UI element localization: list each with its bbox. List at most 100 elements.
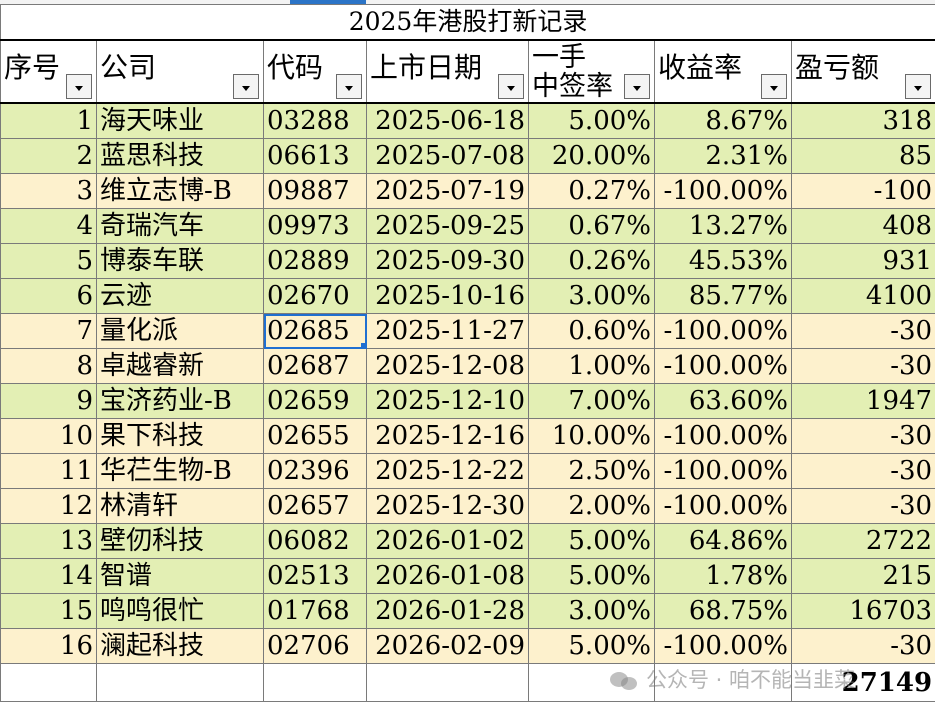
cell-date[interactable]: 2025-10-16 bbox=[366, 278, 529, 314]
cell-index[interactable]: 7 bbox=[0, 313, 97, 349]
empty-cell[interactable] bbox=[366, 663, 529, 702]
cell-pnl[interactable]: 2722 bbox=[790, 523, 935, 559]
cell-index[interactable]: 9 bbox=[0, 383, 97, 419]
cell-yield[interactable]: 64.86% bbox=[654, 523, 792, 559]
cell-yield[interactable]: 85.77% bbox=[654, 278, 792, 314]
sheet-title[interactable]: 2025年港股打新记录 bbox=[0, 4, 935, 41]
filter-dropdown-rate[interactable] bbox=[624, 74, 650, 99]
cell-index[interactable]: 13 bbox=[0, 523, 97, 559]
cell-code[interactable]: 03288 bbox=[263, 102, 367, 139]
cell-code[interactable]: 09973 bbox=[263, 208, 367, 244]
cell-code[interactable]: 02513 bbox=[263, 558, 367, 594]
cell-yield[interactable]: 45.53% bbox=[654, 243, 792, 279]
cell-index[interactable]: 10 bbox=[0, 418, 97, 454]
cell-date[interactable]: 2025-11-27 bbox=[366, 313, 529, 349]
cell-date[interactable]: 2026-01-02 bbox=[366, 523, 529, 559]
cell-company[interactable]: 云迹 bbox=[96, 278, 264, 314]
filter-dropdown-index[interactable] bbox=[66, 74, 92, 99]
cell-rate[interactable]: 0.26% bbox=[528, 243, 655, 279]
cell-pnl[interactable]: 4100 bbox=[790, 278, 935, 314]
cell-date[interactable]: 2025-12-16 bbox=[366, 418, 529, 454]
cell-index[interactable]: 4 bbox=[0, 208, 97, 244]
cell-index[interactable]: 3 bbox=[0, 173, 97, 209]
cell-code[interactable]: 02396 bbox=[263, 453, 367, 489]
cell-pnl[interactable]: 408 bbox=[790, 208, 935, 244]
cell-date[interactable]: 2025-07-19 bbox=[366, 173, 529, 209]
cell-yield[interactable]: -100.00% bbox=[654, 313, 792, 349]
fill-handle[interactable] bbox=[361, 343, 366, 348]
cell-pnl[interactable]: -30 bbox=[790, 488, 935, 524]
cell-rate[interactable]: 5.00% bbox=[528, 558, 655, 594]
cell-date[interactable]: 2025-12-30 bbox=[366, 488, 529, 524]
filter-dropdown-pnl[interactable] bbox=[905, 74, 932, 99]
cell-company[interactable]: 维立志博-B bbox=[96, 173, 264, 209]
cell-company[interactable]: 蓝思科技 bbox=[96, 138, 264, 174]
cell-code[interactable]: 02670 bbox=[263, 278, 367, 314]
cell-index[interactable]: 5 bbox=[0, 243, 97, 279]
cell-yield[interactable]: 8.67% bbox=[654, 102, 792, 139]
filter-dropdown-code[interactable] bbox=[336, 74, 362, 99]
cell-date[interactable]: 2026-02-09 bbox=[366, 628, 529, 664]
cell-company[interactable]: 果下科技 bbox=[96, 418, 264, 454]
cell-index[interactable]: 8 bbox=[0, 348, 97, 384]
cell-company[interactable]: 博泰车联 bbox=[96, 243, 264, 279]
cell-pnl[interactable]: 16703 bbox=[790, 593, 935, 629]
empty-cell[interactable] bbox=[96, 663, 264, 702]
header-date[interactable]: 上市日期 bbox=[366, 39, 529, 104]
cell-pnl[interactable]: -30 bbox=[790, 628, 935, 664]
cell-company[interactable]: 量化派 bbox=[96, 313, 264, 349]
header-index[interactable]: 序号 bbox=[0, 39, 97, 104]
header-code[interactable]: 代码 bbox=[263, 39, 367, 104]
cell-code[interactable]: 09887 bbox=[263, 173, 367, 209]
filter-dropdown-company[interactable] bbox=[233, 74, 259, 99]
cell-date[interactable]: 2025-12-08 bbox=[366, 348, 529, 384]
cell-pnl[interactable]: 85 bbox=[790, 138, 935, 174]
cell-pnl[interactable]: 931 bbox=[790, 243, 935, 279]
cell-yield[interactable]: 13.27% bbox=[654, 208, 792, 244]
cell-pnl[interactable]: -30 bbox=[790, 313, 935, 349]
cell-date[interactable]: 2025-06-18 bbox=[366, 102, 529, 139]
cell-pnl[interactable]: 318 bbox=[790, 102, 935, 139]
cell-rate[interactable]: 20.00% bbox=[528, 138, 655, 174]
cell-rate[interactable]: 0.60% bbox=[528, 313, 655, 349]
cell-pnl[interactable]: 1947 bbox=[790, 383, 935, 419]
cell-code[interactable]: 02889 bbox=[263, 243, 367, 279]
cell-date[interactable]: 2025-12-10 bbox=[366, 383, 529, 419]
cell-company[interactable]: 奇瑞汽车 bbox=[96, 208, 264, 244]
header-pnl[interactable]: 盈亏额 bbox=[790, 39, 935, 104]
filter-dropdown-yield[interactable] bbox=[761, 74, 787, 99]
cell-rate[interactable]: 7.00% bbox=[528, 383, 655, 419]
cell-code[interactable]: 02659 bbox=[263, 383, 367, 419]
cell-rate[interactable]: 1.00% bbox=[528, 348, 655, 384]
header-yield[interactable]: 收益率 bbox=[654, 39, 792, 104]
cell-yield[interactable]: 1.78% bbox=[654, 558, 792, 594]
cell-code[interactable]: 02655 bbox=[263, 418, 367, 454]
cell-index[interactable]: 16 bbox=[0, 628, 97, 664]
cell-company[interactable]: 华芢生物-B bbox=[96, 453, 264, 489]
cell-code[interactable]: 02657 bbox=[263, 488, 367, 524]
cell-rate[interactable]: 0.67% bbox=[528, 208, 655, 244]
cell-yield[interactable]: -100.00% bbox=[654, 173, 792, 209]
empty-cell[interactable] bbox=[654, 663, 792, 702]
filter-dropdown-date[interactable] bbox=[498, 74, 524, 99]
cell-index[interactable]: 6 bbox=[0, 278, 97, 314]
cell-yield[interactable]: -100.00% bbox=[654, 348, 792, 384]
cell-index[interactable]: 2 bbox=[0, 138, 97, 174]
empty-cell[interactable] bbox=[263, 663, 367, 702]
cell-rate[interactable]: 2.50% bbox=[528, 453, 655, 489]
total-pnl[interactable]: 27149 bbox=[790, 663, 935, 702]
empty-cell[interactable] bbox=[0, 663, 97, 702]
cell-index[interactable]: 12 bbox=[0, 488, 97, 524]
cell-index[interactable]: 14 bbox=[0, 558, 97, 594]
cell-company[interactable]: 鸣鸣很忙 bbox=[96, 593, 264, 629]
cell-pnl[interactable]: 215 bbox=[790, 558, 935, 594]
cell-rate[interactable]: 2.00% bbox=[528, 488, 655, 524]
cell-code[interactable]: 02706 bbox=[263, 628, 367, 664]
cell-company[interactable]: 壁仞科技 bbox=[96, 523, 264, 559]
cell-pnl[interactable]: -100 bbox=[790, 173, 935, 209]
cell-rate[interactable]: 3.00% bbox=[528, 593, 655, 629]
header-rate[interactable]: 一手 中签率 bbox=[528, 39, 655, 104]
cell-date[interactable]: 2026-01-08 bbox=[366, 558, 529, 594]
cell-date[interactable]: 2025-09-30 bbox=[366, 243, 529, 279]
cell-rate[interactable]: 5.00% bbox=[528, 523, 655, 559]
